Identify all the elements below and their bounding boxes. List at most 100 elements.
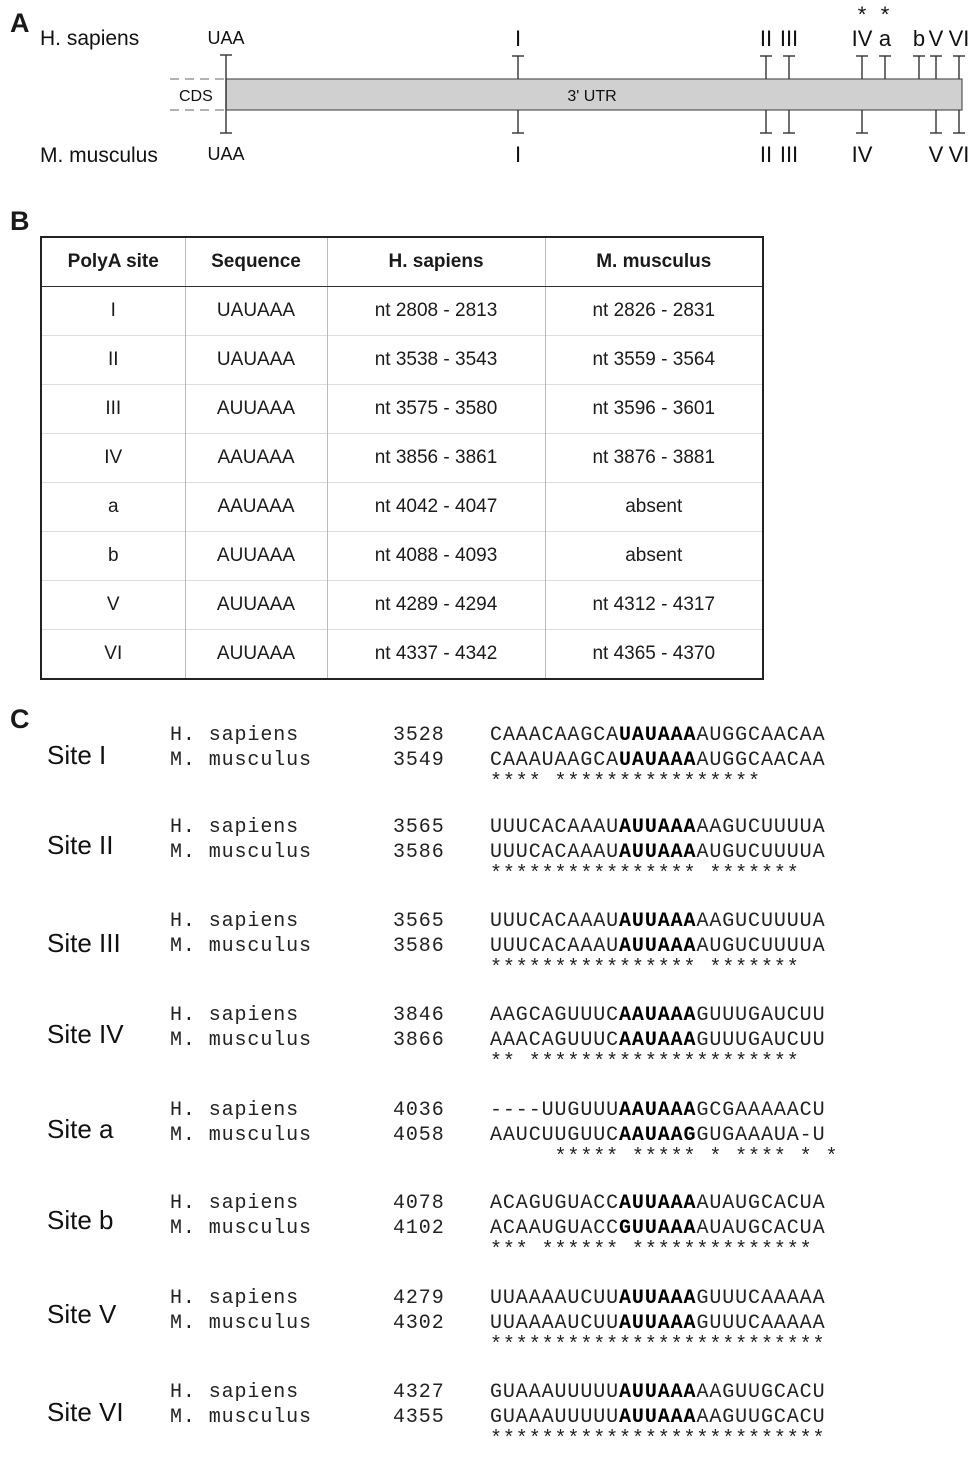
human-site-label: a [879, 26, 892, 51]
site-name: Site III [47, 928, 121, 958]
cell-mouse: nt 4365 - 4370 [545, 629, 763, 679]
mouse-species-label: M. musculus [170, 935, 312, 958]
asterisk-mark: * [881, 2, 890, 27]
table-row: II UAUAAA nt 3538 - 3543 nt 3559 - 3564 [41, 335, 763, 385]
human-species-label: H. sapiens [170, 910, 300, 933]
mouse-species-label: M. musculus [170, 1406, 312, 1429]
polya-signal-motif: UAUAAA [619, 724, 697, 747]
sequence-flank: GUUUCAAAAA [696, 1312, 826, 1335]
polya-signal-motif: AUUAAA [619, 1312, 697, 1335]
cell-site: a [41, 482, 186, 532]
cell-sequence: AUUAAA [185, 531, 328, 581]
conservation-stars: **** **************** [490, 771, 761, 794]
site-name: Site VI [47, 1397, 124, 1427]
sequence-flank: GUAAAUUUUU [490, 1406, 620, 1429]
sequence-flank: AAGUCUUUUA [696, 816, 826, 839]
sequence-flank: AAUCUUGUUC [490, 1124, 620, 1147]
cell-sequence: AUUAAA [185, 384, 328, 434]
sequence-flank: CAAAUAAGCA [490, 749, 620, 772]
mouse-sequence: GUAAAUUUUUAUUAAAAAGUUGCACU [490, 1406, 825, 1429]
cell-human: nt 3856 - 3861 [327, 433, 546, 483]
human-species-label: H. sapiens [170, 1287, 300, 1310]
human-site-label: II [760, 26, 772, 51]
cell-site: II [41, 335, 186, 385]
sequence-flank: GUUUCAAAAA [696, 1287, 826, 1310]
sequence-flank: AUGUCUUUUA [696, 841, 826, 864]
mouse-species-label: M. musculus [170, 1312, 312, 1335]
human-sequence: CAAACAAGCAUAUAAAAUGGCAACAA [490, 724, 825, 747]
cell-site: VI [41, 629, 186, 679]
conservation-stars: ************************** [490, 1428, 826, 1451]
human-sequence: GUAAAUUUUUAUUAAAAAGUUGCACU [490, 1381, 825, 1404]
cell-human: nt 4088 - 4093 [327, 531, 546, 581]
human-position: 3565 [393, 910, 445, 933]
header-m-musculus: M. musculus [545, 237, 763, 287]
sequence-flank: ----UUGUUU [490, 1099, 620, 1122]
conservation-stars: ** ********************* [490, 1051, 800, 1074]
human-site-marker [953, 55, 965, 79]
cell-mouse: absent [545, 531, 763, 581]
human-site-marker [760, 55, 772, 79]
human-species-label: H. sapiens [170, 724, 300, 747]
human-species-label: H. sapiens [170, 1004, 300, 1027]
alignment-block: Site b H. sapiens 4078 ACAGUGUACCAUUAAAAUAU… [0, 1192, 971, 1282]
sequence-flank: UUUCACAAAU [490, 841, 620, 864]
human-site-label: IV [852, 26, 873, 51]
cell-sequence: AUUAAA [185, 629, 328, 679]
sequence-flank: AAGUUGCACU [696, 1381, 826, 1404]
cell-human: nt 3538 - 3543 [327, 335, 546, 385]
table-row: III AUUAAA nt 3575 - 3580 nt 3596 - 3601 [41, 384, 763, 434]
human-species-label: H. sapiens [170, 1381, 300, 1404]
human-sequence: UUUCACAAAUAUUAAAAAGUCUUUUA [490, 816, 825, 839]
header-polya-site: PolyA site [41, 237, 186, 287]
mouse-species-label: M. musculus [170, 1124, 312, 1147]
mouse-sequence: CAAAUAAGCAUAUAAAAUGGCAACAA [490, 749, 825, 772]
table-row: b AUUAAA nt 4088 - 4093 absent [41, 531, 763, 581]
human-species-label: H. sapiens [170, 1099, 300, 1122]
mouse-position: 4102 [393, 1217, 445, 1240]
cell-human: nt 4289 - 4294 [327, 580, 546, 630]
cell-sequence: AAUAAA [185, 482, 328, 532]
site-name: Site a [47, 1114, 114, 1144]
polya-signal-motif: AUUAAA [619, 1381, 697, 1404]
mouse-species-label: M. musculus [40, 144, 158, 167]
cell-human: nt 4042 - 4047 [327, 482, 546, 532]
cell-mouse: nt 2826 - 2831 [592, 300, 716, 321]
table-row: I UAUAAA nt 2808 - 2813 nt 2826 - 2831 [41, 286, 763, 336]
human-position: 3846 [393, 1004, 445, 1027]
sequence-flank: UUAAAAUCUU [490, 1312, 620, 1335]
human-site-label: b [913, 26, 925, 51]
alignment-block: Site VI H. sapiens 4327 GUAAAUUUUUAUUAAAAAG… [0, 1381, 971, 1471]
sequence-flank: AAGUCUUUUA [696, 910, 826, 933]
human-site-marker [512, 55, 524, 79]
human-species-label: H. sapiens [170, 1192, 300, 1215]
human-position: 4279 [393, 1287, 445, 1310]
mouse-site-label: III [780, 142, 798, 167]
mouse-position: 3586 [393, 841, 445, 864]
human-sequence: ACAGUGUACCAUUAAAAUAUGCACUA [490, 1192, 825, 1215]
sequence-flank: AUGGCAACAA [696, 724, 826, 747]
mouse-site-marker [953, 110, 965, 134]
cell-sequence: UAUAAA [185, 335, 328, 385]
conservation-stars: ************************** [490, 1334, 826, 1357]
polya-signal-motif: AUUAAA [619, 1287, 697, 1310]
sequence-flank: UUAAAAUCUU [490, 1287, 620, 1310]
cell-sequence: AUUAAA [185, 580, 328, 630]
human-sequence: ----UUGUUUAAUAAAGCGAAAAACU [490, 1099, 825, 1122]
human-sequence: UUUCACAAAUAUUAAAAAGUCUUUUA [490, 910, 825, 933]
human-position: 4078 [393, 1192, 445, 1215]
header-h-sapiens: H. sapiens [327, 237, 546, 287]
sequence-flank: UUUCACAAAU [490, 910, 620, 933]
cell-mouse: nt 3596 - 3601 [545, 384, 763, 434]
polya-signal-motif: AUUAAA [619, 1406, 697, 1429]
mouse-site-label: V [929, 142, 944, 167]
sequence-flank: AAGCAGUUUC [490, 1004, 620, 1027]
site-name: Site I [47, 740, 107, 770]
cell-human: nt 2808 - 2813 [327, 286, 546, 336]
human-species-label: H. sapiens [170, 816, 300, 839]
cell-human: nt 4337 - 4342 [327, 629, 546, 679]
polya-signal-motif: AAUAAA [619, 1099, 697, 1122]
human-stop-codon: UAA [207, 28, 244, 48]
sequence-flank: GUUUGAUCUU [696, 1029, 826, 1052]
mouse-sequence: ACAAUGUACCGUUAAAAUAUGCACUA [490, 1217, 825, 1240]
